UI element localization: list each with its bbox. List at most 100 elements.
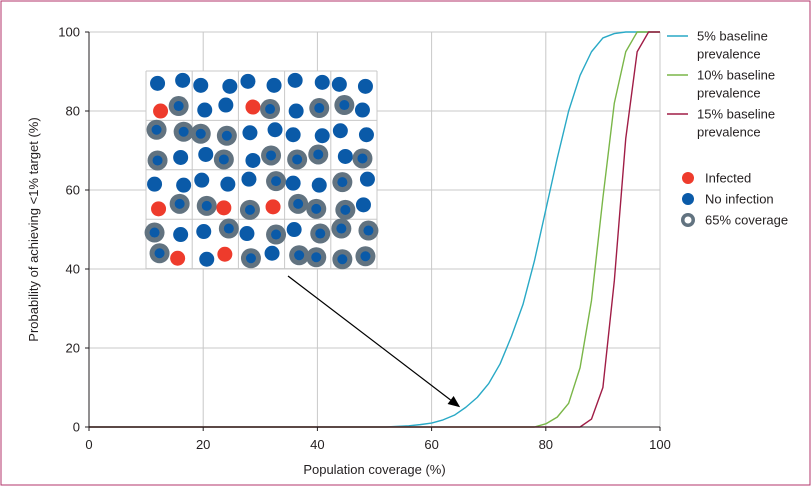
covered-person <box>151 124 162 135</box>
healthy-person <box>314 128 330 144</box>
healthy-person <box>218 97 234 113</box>
legend-label-2: prevalence <box>697 86 761 101</box>
x-tick-label: 20 <box>196 437 210 452</box>
covered-person <box>292 154 303 165</box>
healthy-person <box>354 102 370 118</box>
y-tick-label: 20 <box>66 341 80 356</box>
infected-person <box>151 201 167 217</box>
covered-person <box>315 228 326 239</box>
healthy-person <box>240 73 256 89</box>
covered-person <box>271 229 282 240</box>
x-tick-label: 100 <box>649 437 671 452</box>
healthy-person <box>285 127 301 143</box>
covered-person <box>293 198 304 209</box>
healthy-person <box>193 77 209 93</box>
covered-person <box>201 200 212 211</box>
legend-coverage-icon <box>684 216 692 224</box>
healthy-person <box>337 148 353 164</box>
covered-person <box>152 155 163 166</box>
series-line-1 <box>89 31 660 428</box>
covered-person <box>265 104 276 115</box>
covered-person <box>195 128 206 139</box>
covered-person <box>336 223 347 234</box>
healthy-person <box>242 125 258 141</box>
covered-person <box>311 203 322 214</box>
healthy-person <box>331 76 347 92</box>
covered-person <box>223 223 234 234</box>
covered-person <box>154 248 165 259</box>
healthy-person <box>222 78 238 94</box>
infected-person <box>170 250 186 266</box>
series-layer <box>89 31 660 428</box>
covered-person <box>271 176 282 187</box>
arrow-line <box>287 275 451 401</box>
y-tick-label: 60 <box>66 183 80 198</box>
covered-person <box>245 253 256 264</box>
covered-person <box>221 130 232 141</box>
covered-person <box>360 251 371 262</box>
healthy-person <box>198 146 214 162</box>
covered-person <box>340 204 351 215</box>
inset-layer <box>144 70 379 270</box>
covered-person <box>357 153 368 164</box>
healthy-person <box>173 149 189 165</box>
inset-legend-label-1: Infected <box>705 171 751 186</box>
x-axis-label: Population coverage (%) <box>303 462 445 477</box>
arrow-head <box>447 395 461 408</box>
covered-person <box>337 177 348 188</box>
covered-person <box>311 252 322 263</box>
healthy-person <box>147 176 163 192</box>
covered-person <box>363 225 374 236</box>
healthy-person <box>311 177 327 193</box>
inset-legend-layer: Infected No infection 65% coverage <box>681 171 788 228</box>
infected-person <box>245 99 261 115</box>
healthy-person <box>332 123 348 139</box>
healthy-person <box>196 224 212 240</box>
legend-layer: 5% baseline prevalence 10% baseline prevale… <box>667 29 775 140</box>
x-tick-label: 60 <box>424 437 438 452</box>
healthy-person <box>288 103 304 119</box>
covered-person <box>218 154 229 165</box>
covered-person <box>266 150 277 161</box>
legend-label-3: 15% baseline <box>697 107 775 122</box>
covered-person <box>313 149 324 160</box>
healthy-person <box>287 72 303 88</box>
healthy-person <box>358 127 374 143</box>
y-tick-label: 40 <box>66 262 80 277</box>
legend-infected-icon <box>682 172 694 184</box>
axes-layer: 0 20 40 60 80 100 0 20 40 60 80 100 Population cover… <box>26 25 671 478</box>
legend-label-1: prevalence <box>697 47 761 62</box>
healthy-person <box>199 251 215 267</box>
inset-legend-label-2: No infection <box>705 192 774 207</box>
healthy-person <box>176 177 192 193</box>
healthy-person <box>314 74 330 90</box>
infected-person <box>265 199 281 215</box>
healthy-person <box>239 226 255 242</box>
inset-legend-label-3: 65% coverage <box>705 213 788 228</box>
healthy-person <box>245 152 261 168</box>
healthy-person <box>267 122 283 138</box>
series-line-3 <box>89 31 660 428</box>
healthy-person <box>197 102 213 118</box>
healthy-person <box>220 176 236 192</box>
healthy-person <box>355 197 371 213</box>
covered-person <box>294 250 305 261</box>
infected-person <box>153 103 169 119</box>
healthy-person <box>241 171 257 187</box>
healthy-person <box>264 245 280 261</box>
infected-person <box>216 200 232 216</box>
covered-person <box>173 101 184 112</box>
series-line-2 <box>89 31 660 428</box>
legend-label-2: 10% baseline <box>697 68 775 83</box>
healthy-person <box>175 72 191 88</box>
covered-person <box>244 204 255 215</box>
covered-person <box>339 100 350 111</box>
covered-person <box>149 227 160 238</box>
covered-person <box>178 126 189 137</box>
legend-label-3: prevalence <box>697 125 761 140</box>
healthy-person <box>150 75 166 91</box>
legend-label-1: 5% baseline <box>697 29 768 44</box>
y-tick-label: 80 <box>66 104 80 119</box>
